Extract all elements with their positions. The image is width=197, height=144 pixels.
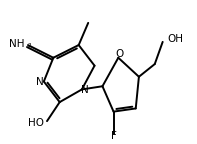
Text: HO: HO xyxy=(28,118,44,128)
Text: F: F xyxy=(111,131,116,141)
Text: OH: OH xyxy=(167,34,183,44)
Text: O: O xyxy=(116,49,124,59)
Text: N: N xyxy=(36,76,44,87)
Text: N: N xyxy=(81,85,89,95)
Text: ₂: ₂ xyxy=(28,40,31,49)
Text: NH: NH xyxy=(8,39,24,49)
